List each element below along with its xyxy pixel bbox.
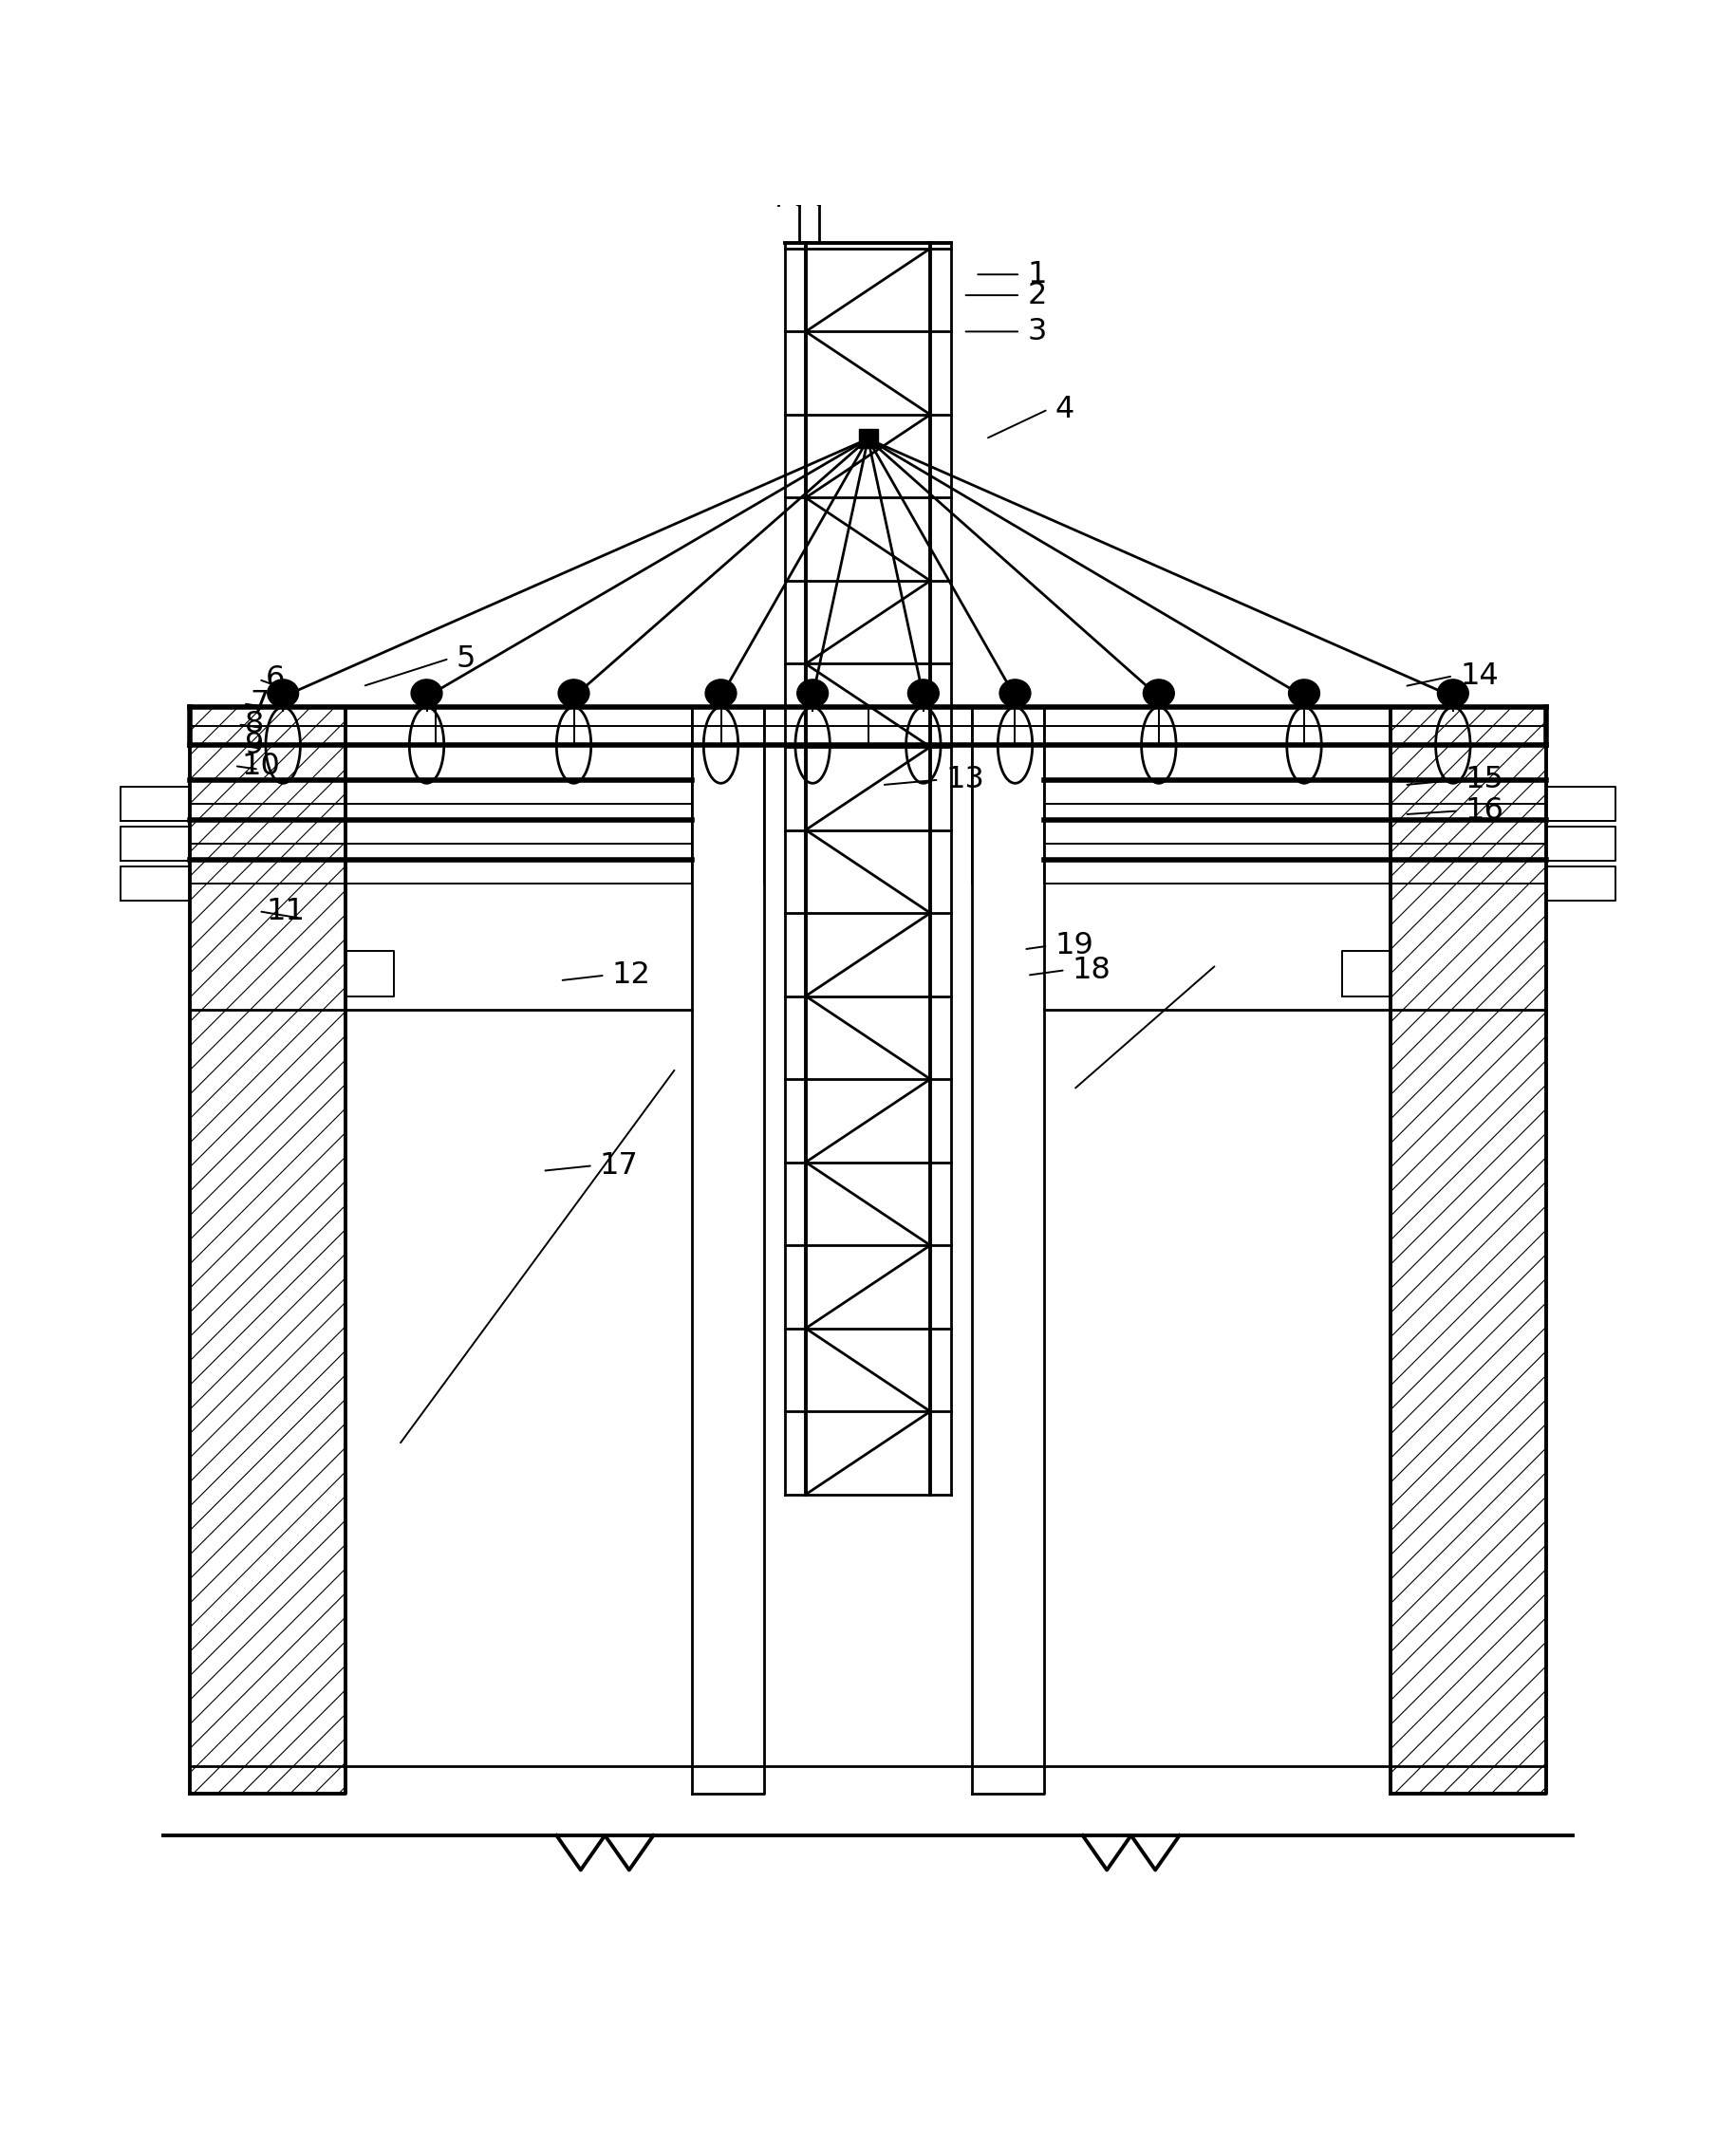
Text: 17: 17	[599, 1152, 639, 1180]
Text: 15: 15	[1465, 764, 1503, 794]
Ellipse shape	[1288, 679, 1319, 707]
Text: 5: 5	[457, 644, 476, 674]
Polygon shape	[764, 707, 972, 1794]
Text: 2: 2	[1028, 280, 1047, 310]
Text: 3: 3	[1028, 317, 1047, 347]
Text: 14: 14	[1460, 662, 1498, 692]
Ellipse shape	[1144, 679, 1174, 707]
Ellipse shape	[559, 679, 589, 707]
Text: 10: 10	[241, 751, 279, 781]
Ellipse shape	[1437, 679, 1469, 707]
Text: 18: 18	[1073, 955, 1111, 985]
Ellipse shape	[411, 679, 443, 707]
Text: 8: 8	[245, 709, 264, 739]
Ellipse shape	[705, 679, 736, 707]
Polygon shape	[345, 707, 691, 1794]
Text: 13: 13	[946, 764, 984, 794]
Text: 1: 1	[1028, 259, 1047, 289]
Text: 6: 6	[266, 664, 285, 694]
Ellipse shape	[1000, 679, 1031, 707]
Polygon shape	[1045, 707, 1391, 1794]
Polygon shape	[345, 707, 691, 1794]
Ellipse shape	[797, 679, 828, 707]
Text: 4: 4	[1055, 394, 1075, 424]
Ellipse shape	[908, 679, 939, 707]
Text: 9: 9	[245, 730, 264, 760]
Ellipse shape	[267, 679, 299, 707]
Text: 7: 7	[250, 689, 269, 719]
Text: 12: 12	[611, 961, 651, 989]
Text: 11: 11	[266, 897, 304, 927]
Text: 16: 16	[1465, 796, 1503, 826]
Text: 19: 19	[1055, 931, 1094, 961]
